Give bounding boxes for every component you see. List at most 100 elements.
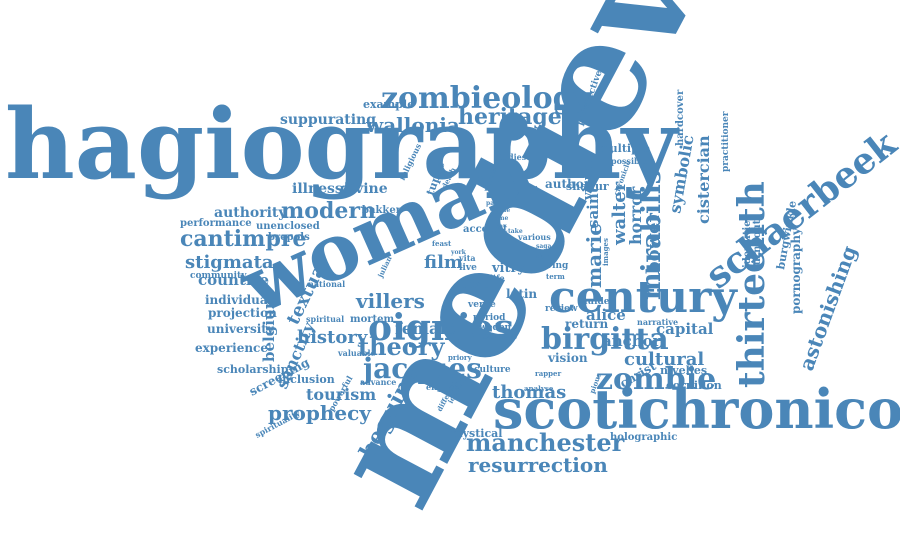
word-vision: vision xyxy=(547,351,588,365)
word-oignies: oignies xyxy=(368,307,514,349)
word-countrie: countrie xyxy=(198,271,269,289)
word-analyse: analyse xyxy=(524,384,554,393)
word-take: take xyxy=(508,228,523,235)
word-living: living xyxy=(540,261,569,271)
word-sweden: sweden xyxy=(474,323,512,333)
word-corpus: corpus xyxy=(483,332,517,342)
word-inclusion: inclusion xyxy=(278,373,335,386)
word-brepols: brepols xyxy=(268,232,310,243)
word-mirabilis: mirabilis xyxy=(637,170,667,300)
word-cultural: cultural xyxy=(624,349,704,370)
word-saint: saint xyxy=(584,186,602,228)
word-mulder: mulder xyxy=(578,297,615,307)
word-alice: alice xyxy=(586,306,626,324)
word-advance: advance xyxy=(360,377,396,387)
word-york: york xyxy=(450,249,467,256)
word-scholarship: scholarship xyxy=(217,363,289,376)
word-multiple: multiple xyxy=(598,142,650,155)
word-pornography: pornography xyxy=(789,227,803,314)
word-bakker: bakker xyxy=(362,205,402,216)
word-visual: visual xyxy=(581,157,596,201)
word-practitioner: practitioner xyxy=(721,111,731,172)
word-term: term xyxy=(546,272,565,281)
word-zombie: zombie xyxy=(596,362,716,397)
word-modern: modern xyxy=(281,198,376,224)
word-nivelles: nivelles xyxy=(660,364,707,377)
word-walter: walter xyxy=(609,181,630,246)
word-resurrection: resurrection xyxy=(468,453,608,477)
word-life: life xyxy=(490,273,505,283)
word-tourism: tourism xyxy=(306,385,376,404)
word-account: account xyxy=(463,224,508,235)
word-possible: possible xyxy=(611,156,648,166)
word-birgitta: birgitta xyxy=(541,322,669,357)
word-manchester: manchester xyxy=(466,428,625,457)
word-various: various xyxy=(517,232,551,242)
word-example: example xyxy=(363,98,414,111)
word-national: national xyxy=(308,279,345,289)
word-bower: bower xyxy=(643,212,664,274)
word-period: period xyxy=(473,313,506,323)
word-suppurating: suppurating xyxy=(280,112,376,128)
word-hardcover: hardcover xyxy=(675,89,686,146)
word-belgium: belgium xyxy=(260,293,278,362)
word-latin: latin xyxy=(506,287,537,301)
word-hagiography: hagiography xyxy=(5,88,680,201)
word-sign: sign xyxy=(536,253,551,260)
word-heritage: heritage xyxy=(458,104,562,130)
word-way: way xyxy=(493,223,507,230)
word-zombieology: zombieology xyxy=(381,81,593,116)
word-lame: lame xyxy=(492,215,509,222)
word-individual: individual xyxy=(205,293,273,307)
word-capital: capital xyxy=(656,320,714,338)
word-verge: verge xyxy=(467,300,496,310)
word-female: female xyxy=(395,319,456,338)
word-author: author xyxy=(545,177,591,191)
word-experience: experience xyxy=(195,341,268,355)
word-jacques: jacques xyxy=(360,352,482,385)
word-villers: villers xyxy=(355,289,425,313)
word-astonishing: astonishing xyxy=(794,243,861,374)
word-wallonia: wallonia xyxy=(365,113,460,137)
word-anchor: anchor xyxy=(602,332,662,350)
word-priory: priory xyxy=(448,353,473,362)
word-scotichronicon: scotichronicon xyxy=(493,377,900,441)
word-identities: identities xyxy=(742,214,753,268)
word-text: text xyxy=(462,277,488,291)
word-turnhout: turnhout xyxy=(752,219,763,270)
word-live: live xyxy=(459,263,477,273)
word-divine: divine xyxy=(340,181,388,197)
word-shakur: shakur xyxy=(566,180,609,193)
word-mortem: mortem xyxy=(350,314,395,325)
word-theory: theory xyxy=(358,332,445,361)
word-page: page xyxy=(486,200,502,207)
word-vita: vita xyxy=(458,253,476,263)
word-studies: studies xyxy=(494,152,527,162)
word-feast: feast xyxy=(432,239,452,248)
word-images: images xyxy=(601,238,610,266)
word-cistercian: cistercian xyxy=(694,135,713,224)
word-marie: marie xyxy=(582,223,606,288)
word-time: time xyxy=(495,207,510,214)
word-community: community xyxy=(190,271,247,281)
word-rapper: rapper xyxy=(535,369,561,378)
word-projection: projection xyxy=(208,306,277,320)
word-unenclosed: unenclosed xyxy=(256,221,320,232)
word-century: century xyxy=(549,272,738,323)
word-saga: saga xyxy=(536,243,551,250)
word-narrative: narrative xyxy=(637,317,678,327)
word-horror: horror xyxy=(626,186,645,245)
word-history: history xyxy=(297,327,368,348)
word-cornillon: cornillon xyxy=(666,379,722,392)
word-culture: culture xyxy=(474,365,511,375)
word-film: film xyxy=(424,252,463,273)
word-spiritual: spiritual xyxy=(306,314,344,324)
word-holographic: holographic xyxy=(610,432,677,443)
word-thomas: thomas xyxy=(492,382,566,403)
word-valuable: valuable xyxy=(337,348,376,358)
word-cantimpre: cantimpre xyxy=(180,226,306,252)
word-university: university xyxy=(207,322,275,336)
word-mystical: mystical xyxy=(451,427,503,440)
word-vitry: vitry xyxy=(491,261,525,276)
